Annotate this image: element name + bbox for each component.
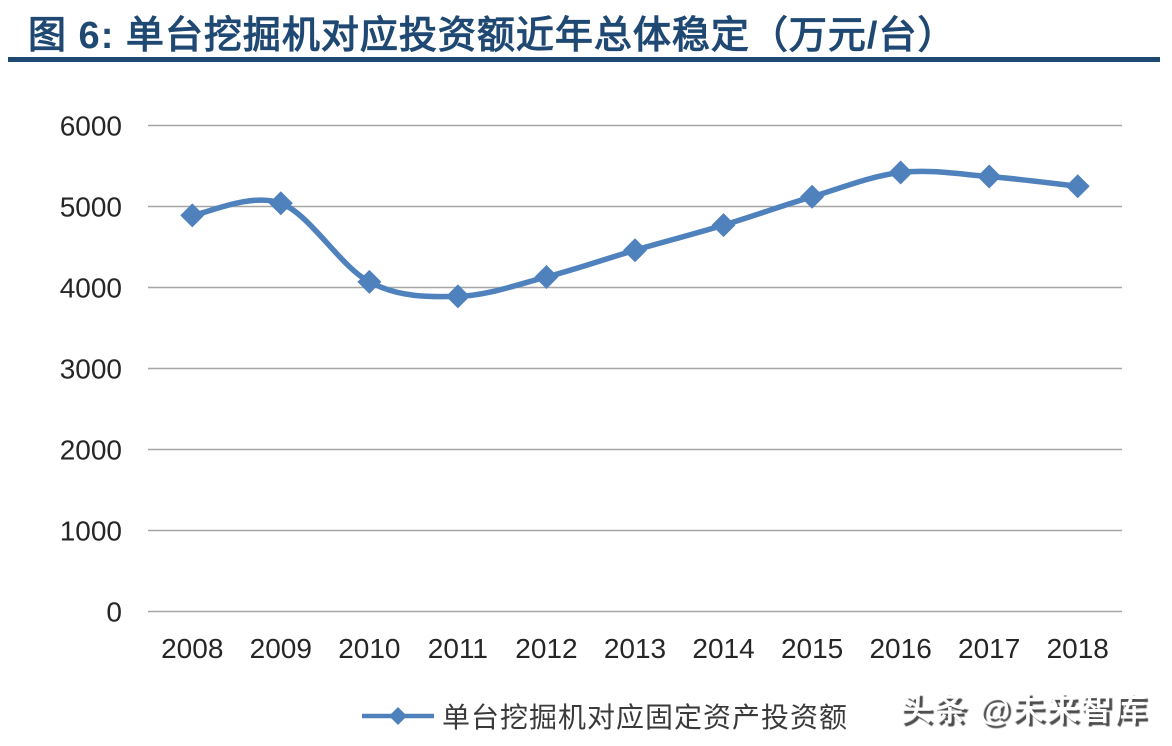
title-divider	[8, 57, 1160, 62]
y-tick-label: 2000	[60, 435, 122, 466]
x-tick-label: 2018	[1047, 633, 1109, 664]
data-point-marker	[357, 269, 382, 294]
x-tick-label: 2015	[781, 633, 843, 664]
data-point-marker	[445, 284, 470, 309]
x-tick-label: 2012	[515, 633, 577, 664]
y-tick-label: 4000	[60, 273, 122, 304]
x-tick-label: 2008	[161, 633, 223, 664]
x-tick-label: 2011	[428, 633, 488, 664]
x-tick-label: 2017	[958, 633, 1020, 664]
legend-label: 单台挖掘机对应固定资产投资额	[441, 702, 848, 733]
x-tick-label: 2010	[338, 633, 400, 664]
x-tick-label: 2014	[692, 633, 754, 664]
y-tick-label: 0	[106, 597, 122, 628]
data-point-marker	[268, 191, 293, 216]
data-point-marker	[623, 238, 647, 263]
chart-legend: 单台挖掘机对应固定资产投资额	[36, 699, 1172, 733]
figure-title: 图 6: 单台挖掘机对应投资额近年总体稳定（万元/台）	[28, 15, 957, 57]
data-point-marker	[800, 184, 825, 209]
data-point-marker	[180, 203, 205, 228]
legend-line-marker-icon	[361, 707, 434, 725]
y-tick-label: 6000	[60, 111, 122, 142]
y-tick-label: 3000	[60, 354, 122, 385]
x-tick-label: 2009	[250, 633, 312, 664]
y-tick-label: 1000	[60, 516, 122, 547]
watermark: 头条 @未来智库	[899, 691, 1148, 727]
data-point-marker	[888, 160, 913, 185]
data-point-marker	[534, 264, 559, 289]
data-point-marker	[1065, 174, 1090, 199]
x-tick-label: 2016	[869, 633, 931, 664]
series-line	[189, 168, 1081, 300]
data-point-marker	[711, 213, 736, 238]
x-tick-label: 2013	[604, 633, 666, 664]
data-point-marker	[977, 164, 1002, 189]
y-tick-label: 5000	[60, 192, 122, 223]
